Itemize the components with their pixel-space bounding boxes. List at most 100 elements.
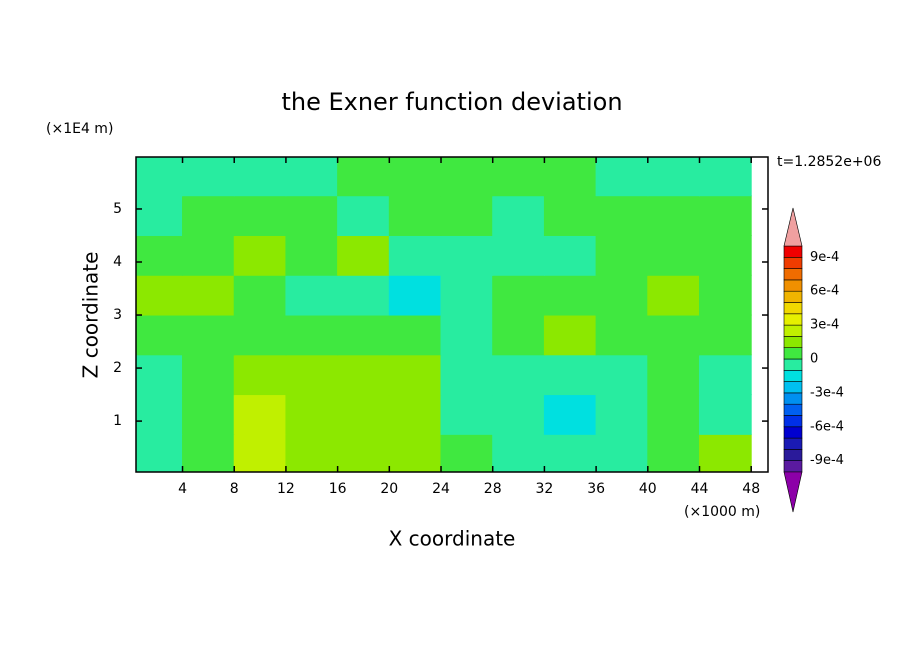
contour-cell: [182, 234, 235, 276]
x-tick-label: 24: [432, 481, 450, 497]
x-tick-label: 8: [230, 481, 239, 497]
contour-cell: [492, 394, 545, 435]
y-tick-label: 5: [113, 201, 122, 217]
contour-cell: [182, 314, 235, 356]
colorbar-level: [783, 381, 803, 394]
colorbar-level: [783, 245, 803, 258]
x-tick-label: 4: [178, 481, 187, 497]
contour-cell: [182, 354, 235, 396]
contour-cell: [136, 394, 184, 435]
colorbar-level: [783, 268, 803, 281]
x-tick-label: 16: [329, 481, 347, 497]
colorbar-level: [783, 324, 803, 337]
contour-cell: [492, 314, 545, 356]
contour-cell: [699, 195, 752, 236]
contour-cell: [337, 354, 390, 396]
contour-cell: [136, 234, 184, 276]
contour-cell: [492, 195, 545, 236]
contour-cell: [647, 394, 701, 435]
colorbar-level: [783, 449, 803, 461]
contour-cell: [337, 433, 390, 472]
contour-cell: [136, 433, 184, 472]
contour-cell: [440, 394, 494, 435]
colorbar-tick-label: 0: [810, 352, 818, 367]
contour-cell: [543, 234, 597, 276]
contour-cell: [699, 394, 752, 435]
contour-cell: [543, 157, 597, 197]
x-tick-label: 12: [277, 481, 295, 497]
contour-cell: [388, 234, 442, 276]
colorbar-level: [783, 290, 803, 303]
contour-cell: [595, 195, 649, 236]
contour-cell: [647, 195, 701, 236]
colorbar-tick-label: -9e-4: [810, 453, 844, 468]
contour-cell: [440, 274, 494, 316]
contour-cell: [595, 394, 649, 435]
colorbar-under: [783, 471, 803, 513]
contour-cell: [595, 157, 649, 197]
y-tick-label: 1: [113, 413, 122, 429]
contour-cell: [440, 433, 494, 472]
colorbar-tick-label: 6e-4: [810, 284, 839, 299]
contour-cell: [182, 433, 235, 472]
contour-cell: [647, 314, 701, 356]
contour-cell: [136, 354, 184, 396]
contour-cell: [233, 314, 287, 356]
contour-cell: [699, 354, 752, 396]
x-tick-label: 40: [639, 481, 657, 497]
contour-cell: [337, 314, 390, 356]
contour-cell: [182, 394, 235, 435]
contour-cell: [699, 157, 752, 197]
contour-cell: [285, 394, 339, 435]
contour-cell: [337, 157, 390, 197]
colorbar-level: [783, 403, 803, 416]
colorbar-level: [783, 437, 803, 450]
contour-cell: [543, 314, 597, 356]
contour-cell: [233, 157, 287, 197]
contour-cell: [233, 195, 287, 236]
contour-cell: [440, 354, 494, 396]
colorbar-level: [783, 358, 803, 371]
contour-cell: [595, 354, 649, 396]
contour-cell: [285, 354, 339, 396]
contour-cell: [595, 274, 649, 316]
contour-cell: [285, 314, 339, 356]
contour-cell: [136, 314, 184, 356]
colorbar-level: [783, 256, 803, 269]
colorbar-level: [783, 392, 803, 405]
colorbar-level: [783, 302, 803, 315]
colorbar-level: [783, 369, 803, 382]
contour-cell: [337, 195, 390, 236]
contour-cell: [595, 433, 649, 472]
contour-cell: [543, 354, 597, 396]
contour-cell: [388, 274, 442, 316]
contour-cell: [595, 234, 649, 276]
contour-cell: [699, 274, 752, 316]
contour-cell: [492, 157, 545, 197]
contour-cell: [647, 234, 701, 276]
contour-cell: [233, 274, 287, 316]
contour-cell: [440, 195, 494, 236]
contour-cell: [388, 354, 442, 396]
contour-cell: [647, 274, 701, 316]
colorbar-level: [783, 313, 803, 326]
colorbar-over: [783, 207, 803, 247]
contour-cell: [136, 274, 184, 316]
y-tick-label: 3: [113, 307, 122, 323]
contour-cell: [285, 234, 339, 276]
contour-cell: [233, 234, 287, 276]
contour-cell: [440, 157, 494, 197]
contour-cell: [492, 354, 545, 396]
contour-cell: [337, 234, 390, 276]
colorbar-level: [783, 336, 803, 348]
contour-cell: [543, 195, 597, 236]
x-tick-label: 32: [535, 481, 553, 497]
contour-cell: [388, 314, 442, 356]
contour-cell: [492, 274, 545, 316]
contour-cell: [285, 195, 339, 236]
contour-cell: [647, 157, 701, 197]
contour-cell: [647, 354, 701, 396]
contour-cell: [440, 234, 494, 276]
contour-cell: [136, 157, 184, 197]
